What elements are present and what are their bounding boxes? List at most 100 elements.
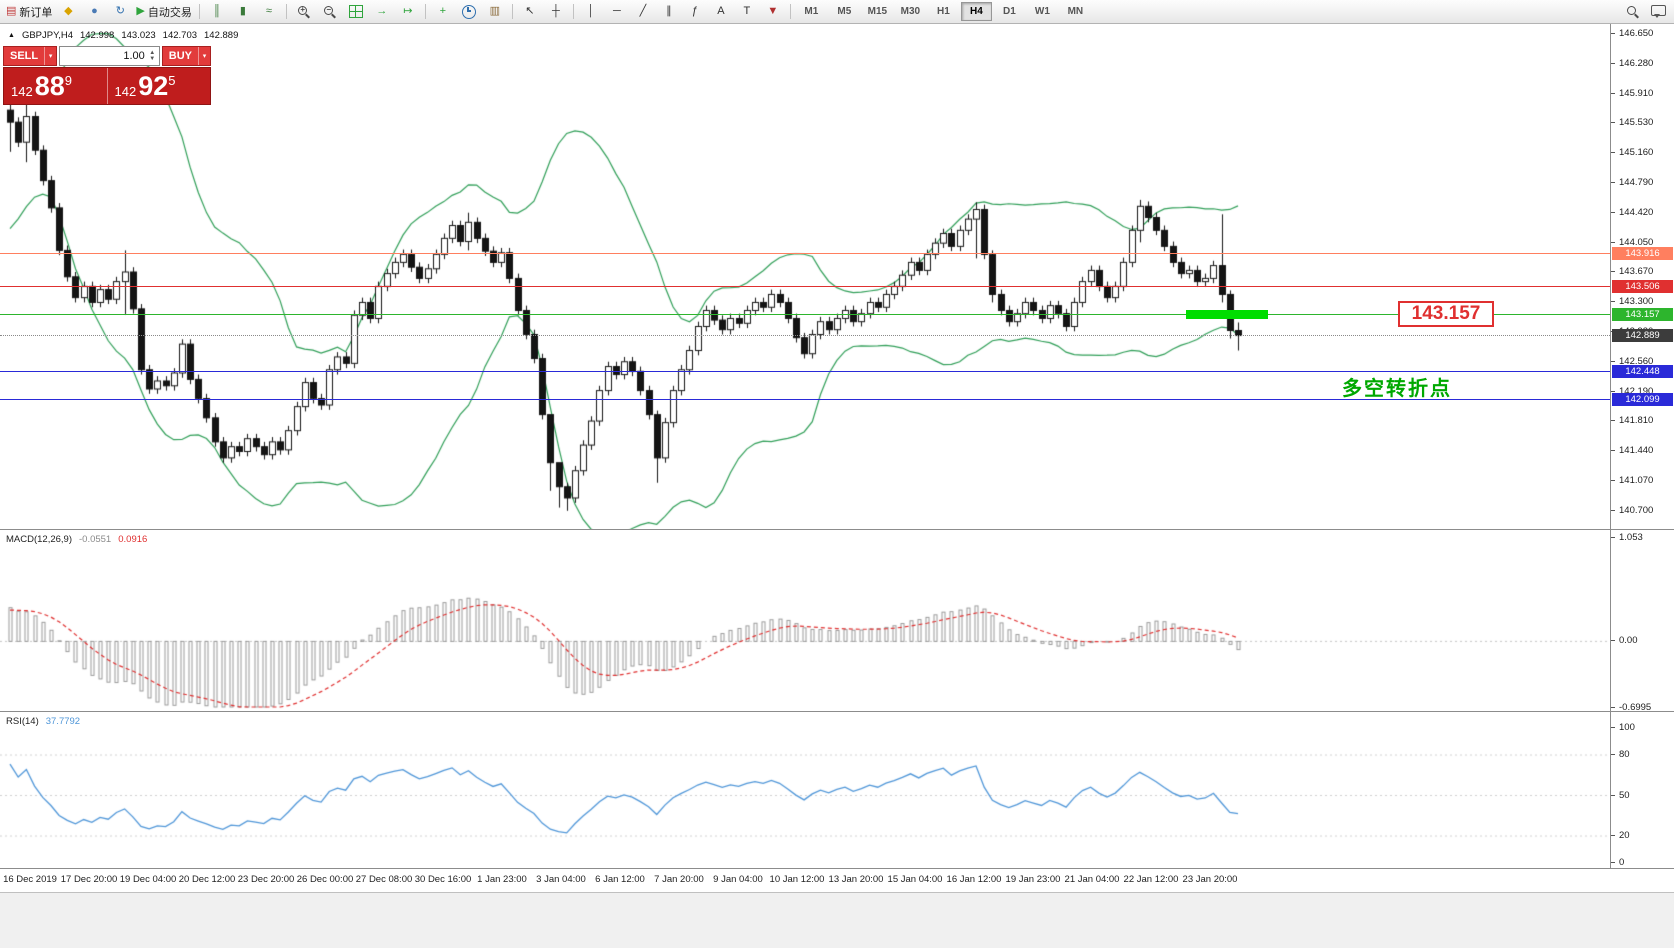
candlestick-chart-icon[interactable]: ▮	[230, 2, 256, 22]
macd-pane-separator[interactable]	[0, 529, 1674, 530]
price-tick-label: 146.280	[1611, 58, 1674, 70]
channel-icon[interactable]: ∥	[656, 2, 682, 22]
zoom-in-icon[interactable]: +	[291, 2, 317, 22]
chart-shift-icon[interactable]: ↦	[395, 2, 421, 22]
price-tag-143.157: 143.157	[1612, 307, 1673, 321]
zoom-out-icon: −	[323, 5, 336, 18]
volume-spinner[interactable]: ▲ ▼	[147, 47, 158, 65]
macd-scale-label: 1.053	[1611, 532, 1674, 544]
cursor-icon[interactable]: ↖	[517, 2, 543, 22]
label-icon[interactable]: T	[734, 2, 760, 22]
timeframe-h4-button[interactable]: H4	[960, 2, 992, 21]
chart-info-line: ▲ GBPJPY,H4 142.998 143.023 142.703 142.…	[8, 30, 238, 41]
timeframe-h1-button[interactable]: H1	[936, 6, 950, 17]
refresh-icon[interactable]: ↻	[107, 2, 133, 22]
buy-price-display[interactable]: 142 92 5	[108, 68, 211, 104]
toolbar-separator	[285, 4, 287, 19]
sell-price-base: 142	[11, 83, 33, 99]
new-order-button-label: 新订单	[19, 6, 53, 19]
autotrading-icon: ▶	[136, 5, 145, 17]
volume-value: 1.00	[123, 50, 145, 62]
price-tick-label: 145.530	[1611, 117, 1674, 129]
open-value: 142.998	[79, 30, 115, 41]
new-order-button[interactable]: ▤ 新订单	[3, 2, 55, 22]
sell-price-display[interactable]: 142 88 9	[4, 68, 107, 104]
low-value: 142.703	[162, 30, 198, 41]
periods-button[interactable]	[456, 2, 482, 22]
fibonacci-icon: ƒ	[691, 5, 698, 17]
line-chart-icon[interactable]: ≈	[256, 2, 282, 22]
toolbar-separator	[511, 4, 513, 19]
price-chart-canvas[interactable]	[0, 24, 1610, 530]
support-highlight-bar[interactable]	[1186, 309, 1268, 319]
price-tick-label: 142.560	[1611, 356, 1674, 368]
macd-indicator-canvas[interactable]	[0, 530, 1610, 712]
vertical-line-icon: │	[587, 5, 595, 17]
time-tick-label: 7 Jan 20:00	[654, 874, 704, 885]
price-tick-label: 144.050	[1611, 237, 1674, 249]
timeframe-m30-button[interactable]: M30	[900, 6, 921, 17]
fibonacci-icon[interactable]: ƒ	[682, 2, 708, 22]
horizontal-line-icon[interactable]: ─	[604, 2, 630, 22]
buy-options-arrow-icon[interactable]: ▾	[198, 47, 210, 65]
macd-scale-label: 0.00	[1611, 635, 1674, 647]
timeframe-m15-button[interactable]: M15	[867, 6, 888, 17]
bid-price-tag: 142.889	[1612, 329, 1673, 343]
volume-input[interactable]: 1.00 ▲ ▼	[59, 46, 160, 66]
sell-options-arrow-icon[interactable]: ▾	[44, 47, 56, 65]
templates-button[interactable]: ▥	[482, 2, 508, 22]
horizontal-line-143.916[interactable]	[0, 253, 1610, 255]
time-tick-label: 19 Jan 23:00	[1005, 874, 1061, 885]
horizontal-line-143.157[interactable]	[0, 313, 1610, 315]
turning-point-annotation[interactable]: 多空转折点	[1342, 377, 1452, 400]
rsi-indicator-canvas[interactable]	[0, 712, 1610, 868]
price-tick-label: 141.440	[1611, 445, 1674, 457]
autotrading-button[interactable]: ▶ 自动交易	[133, 2, 194, 22]
auto-scroll-icon[interactable]: →	[369, 2, 395, 22]
trendline-icon[interactable]: ╱	[630, 2, 656, 22]
timeframe-m1-button[interactable]: M1	[804, 6, 819, 17]
price-scale[interactable]: 146.650 146.280 145.910 145.530 145.160 144.7…	[1610, 24, 1674, 868]
text-icon: A	[717, 5, 725, 17]
rsi-scale-label: 0	[1611, 857, 1674, 869]
periods-icon	[461, 4, 476, 19]
price-tick-label: 143.670	[1611, 266, 1674, 278]
close-value: 142.889	[204, 30, 239, 41]
rsi-pane-separator[interactable]	[0, 711, 1674, 712]
price-tag-143.916: 143.916	[1612, 247, 1673, 261]
timeframe-button-group: M1 M5 M15 M30 H1 H4 D1 W1 MN	[795, 0, 1092, 23]
time-tick-label: 3 Jan 04:00	[536, 874, 586, 885]
timeframe-d1-button[interactable]: D1	[1002, 6, 1016, 17]
toolbar-separator	[572, 4, 574, 19]
charts-grid-icon[interactable]: ◆	[55, 2, 81, 22]
volume-up-icon[interactable]: ▲	[149, 50, 156, 56]
bar-chart-icon[interactable]: ║	[204, 2, 230, 22]
main-toolbar: ▤ 新订单 ◆ ● ↻ ▶ 自动交易 ║ ▮ ≈ + − → ↦ + ▥ ↖ ┼ │ ─ ╱ ∥ ƒ A T ▼ M1 M5 M15 M…	[0, 0, 1674, 24]
horizontal-line-143.506[interactable]	[0, 285, 1610, 287]
text-icon[interactable]: A	[708, 2, 734, 22]
time-axis[interactable]: 16 Dec 2019 17 Dec 20:00 19 Dec 04:00 20 De…	[0, 868, 1674, 892]
timeframe-m5-button[interactable]: M5	[837, 6, 852, 17]
horizontal-line-142.448[interactable]	[0, 370, 1610, 372]
buy-button[interactable]: BUY ▾	[161, 46, 211, 66]
community-chat-button[interactable]	[1645, 2, 1671, 22]
tile-windows-icon[interactable]	[343, 2, 369, 22]
timeframe-mn-button[interactable]: MN	[1067, 6, 1084, 17]
timeframe-w1-button[interactable]: W1	[1034, 6, 1050, 17]
price-tick-label: 144.420	[1611, 207, 1674, 219]
volume-down-icon[interactable]: ▼	[149, 56, 156, 62]
vertical-line-icon[interactable]: │	[578, 2, 604, 22]
search-button[interactable]	[1619, 2, 1645, 22]
profiles-icon[interactable]: ●	[81, 2, 107, 22]
tick-direction-icon: ▲	[8, 32, 15, 39]
horizontal-line-142.099[interactable]	[0, 398, 1610, 400]
price-annotation-box[interactable]: 143.157	[1398, 300, 1494, 327]
time-tick-label: 23 Jan 20:00	[1182, 874, 1238, 885]
crosshair-icon[interactable]: ┼	[543, 2, 569, 22]
zoom-out-icon[interactable]: −	[317, 2, 343, 22]
indicators-button[interactable]: +	[430, 2, 456, 22]
arrows-list-icon[interactable]: ▼	[760, 2, 786, 22]
sell-button[interactable]: SELL ▾	[3, 46, 58, 66]
auto-scroll-icon: →	[376, 5, 388, 17]
indicators-icon: +	[439, 5, 447, 17]
